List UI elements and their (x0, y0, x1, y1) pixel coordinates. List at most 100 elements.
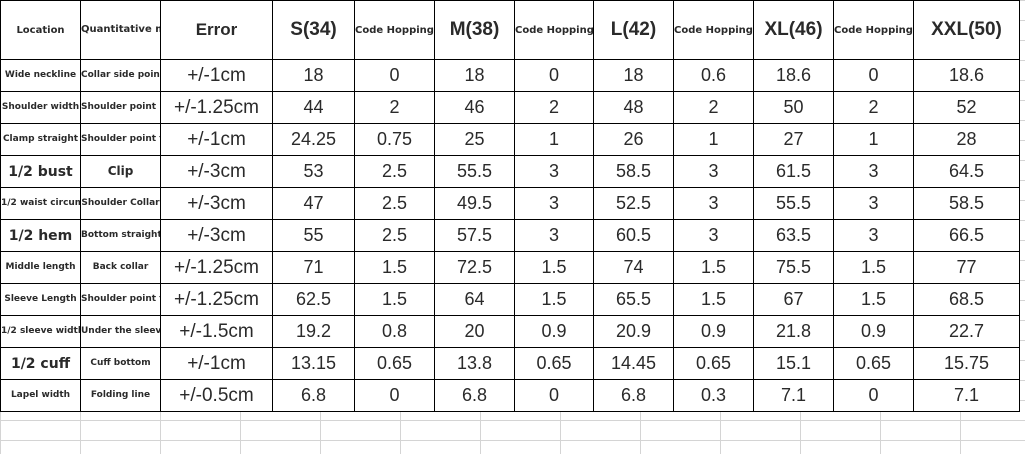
cell-error: +/-0.5cm (160, 379, 273, 412)
table-body: Wide neckline Collar side point +/-1cm 18 0 1… (0, 59, 1020, 412)
cell-error: +/-3cm (160, 187, 273, 220)
cell-hop1: 0 (354, 59, 435, 92)
cell-location: Lapel width (0, 379, 81, 412)
cell-s: 62.5 (272, 283, 355, 316)
cell-m: 13.8 (434, 347, 515, 380)
cell-hop3: 1 (673, 123, 754, 156)
header-error: Error (160, 0, 273, 60)
cell-s: 19.2 (272, 315, 355, 348)
cell-location: 1/2 bust (0, 155, 81, 188)
cell-m: 25 (434, 123, 515, 156)
cell-error: +/-3cm (160, 155, 273, 188)
table-row: Lapel width Folding line +/-0.5cm 6.8 0 6.8 0 6… (0, 379, 1020, 412)
cell-l: 18 (593, 59, 674, 92)
cell-hop3: 0.65 (673, 347, 754, 380)
cell-hop3: 2 (673, 91, 754, 124)
cell-hop4: 1.5 (833, 251, 914, 284)
cell-s: 44 (272, 91, 355, 124)
cell-hop3: 3 (673, 187, 754, 220)
cell-hop2: 0 (514, 379, 594, 412)
cell-l: 26 (593, 123, 674, 156)
cell-l: 48 (593, 91, 674, 124)
header-method: Quantitative method (80, 0, 161, 60)
cell-hop1: 2.5 (354, 155, 435, 188)
cell-m: 6.8 (434, 379, 515, 412)
cell-xl: 21.8 (753, 315, 834, 348)
cell-xl: 15.1 (753, 347, 834, 380)
cell-hop3: 0.3 (673, 379, 754, 412)
cell-error: +/-1.25cm (160, 91, 273, 124)
cell-xl: 63.5 (753, 219, 834, 252)
cell-hop2: 3 (514, 187, 594, 220)
cell-l: 65.5 (593, 283, 674, 316)
cell-xxl: 18.6 (913, 59, 1020, 92)
cell-error: +/-1.25cm (160, 283, 273, 316)
cell-hop2: 0.65 (514, 347, 594, 380)
cell-xl: 67 (753, 283, 834, 316)
cell-l: 6.8 (593, 379, 674, 412)
cell-s: 55 (272, 219, 355, 252)
cell-xl: 75.5 (753, 251, 834, 284)
cell-location: Sleeve Length (0, 283, 81, 316)
cell-hop3: 3 (673, 155, 754, 188)
cell-hop2: 2 (514, 91, 594, 124)
cell-method: Clip (80, 155, 161, 188)
cell-l: 60.5 (593, 219, 674, 252)
cell-method: Shoulder point to (80, 283, 161, 316)
cell-l: 20.9 (593, 315, 674, 348)
cell-error: +/-1.25cm (160, 251, 273, 284)
cell-m: 46 (434, 91, 515, 124)
cell-m: 72.5 (434, 251, 515, 284)
cell-s: 18 (272, 59, 355, 92)
cell-location: Wide neckline (0, 59, 81, 92)
cell-method: Shoulder Collar (80, 187, 161, 220)
table-row: 1/2 bust Clip +/-3cm 53 2.5 55.5 3 58.5 3 61.5 3 64… (0, 155, 1020, 188)
cell-location: Clamp straight (0, 123, 81, 156)
cell-m: 55.5 (434, 155, 515, 188)
cell-xl: 55.5 (753, 187, 834, 220)
header-location: Location (0, 0, 81, 60)
cell-s: 13.15 (272, 347, 355, 380)
cell-hop4: 0.65 (833, 347, 914, 380)
cell-xl: 61.5 (753, 155, 834, 188)
cell-xl: 7.1 (753, 379, 834, 412)
header-row: Location Quantitative method Error S(34)… (0, 0, 1020, 60)
cell-hop2: 3 (514, 219, 594, 252)
header-group: Location Quantitative method Error S(34)… (0, 0, 1020, 60)
cell-hop2: 0.9 (514, 315, 594, 348)
cell-hop1: 0 (354, 379, 435, 412)
cell-hop1: 1.5 (354, 283, 435, 316)
header-code-hopping-1: Code Hopping (354, 0, 435, 60)
cell-xxl: 58.5 (913, 187, 1020, 220)
cell-hop2: 1.5 (514, 251, 594, 284)
cell-xxl: 28 (913, 123, 1020, 156)
cell-hop2: 0 (514, 59, 594, 92)
cell-hop3: 0.9 (673, 315, 754, 348)
cell-method: Under the sleeves (80, 315, 161, 348)
cell-hop3: 1.5 (673, 283, 754, 316)
cell-hop3: 0.6 (673, 59, 754, 92)
cell-hop2: 1.5 (514, 283, 594, 316)
cell-error: +/-1.5cm (160, 315, 273, 348)
cell-hop4: 1 (833, 123, 914, 156)
table-row: Wide neckline Collar side point +/-1cm 18 0 1… (0, 59, 1020, 92)
cell-hop4: 0 (833, 379, 914, 412)
cell-hop1: 0.65 (354, 347, 435, 380)
cell-hop4: 3 (833, 219, 914, 252)
header-code-hopping-2: Code Hopping (514, 0, 594, 60)
cell-location: 1/2 sleeve width (0, 315, 81, 348)
cell-xxl: 68.5 (913, 283, 1020, 316)
cell-error: +/-1cm (160, 59, 273, 92)
cell-hop1: 0.8 (354, 315, 435, 348)
cell-xl: 18.6 (753, 59, 834, 92)
cell-location: Shoulder width (0, 91, 81, 124)
cell-hop3: 3 (673, 219, 754, 252)
cell-hop4: 0 (833, 59, 914, 92)
table-row: 1/2 cuff Cuff bottom +/-1cm 13.15 0.65 13.8 0.… (0, 347, 1020, 380)
cell-xxl: 64.5 (913, 155, 1020, 188)
cell-hop4: 1.5 (833, 283, 914, 316)
cell-s: 24.25 (272, 123, 355, 156)
